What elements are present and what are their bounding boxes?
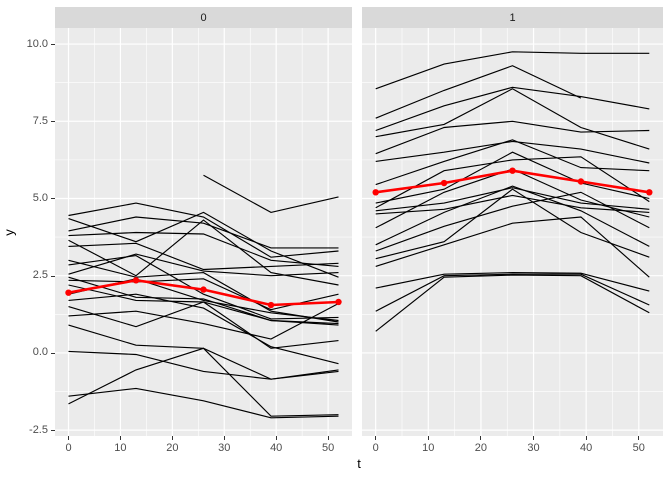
x-tick-mark xyxy=(585,436,587,440)
panel-background xyxy=(362,28,663,436)
trajectory-line xyxy=(68,293,339,365)
panel-background xyxy=(55,28,352,436)
mean-point xyxy=(372,189,379,196)
x-tick-mark xyxy=(327,436,329,440)
facet-panel-1 xyxy=(362,28,663,436)
mean-point xyxy=(132,277,140,284)
y-tick-label: 0.0 xyxy=(32,346,48,359)
trajectory-line xyxy=(375,65,582,119)
trajectory-line xyxy=(68,216,339,249)
mean-point xyxy=(267,301,275,309)
trajectory-line xyxy=(375,151,650,204)
y-tick-mark xyxy=(51,198,55,200)
facet-strip-label: 1 xyxy=(509,11,516,24)
trajectory-line xyxy=(68,202,339,258)
trajectory-line xyxy=(375,51,650,90)
x-axis-title: t xyxy=(357,456,361,471)
x-tick-label: 50 xyxy=(632,442,645,454)
trajectory-line xyxy=(203,174,339,214)
mean-point xyxy=(200,286,207,293)
trajectory-line xyxy=(375,139,650,186)
trajectory-line xyxy=(375,274,650,332)
y-axis-title: y xyxy=(1,229,17,236)
x-tick-label: 40 xyxy=(580,442,593,454)
x-tick-label: 10 xyxy=(422,442,435,454)
x-tick-mark xyxy=(119,436,121,440)
trajectory-line xyxy=(68,219,339,286)
trajectory-line xyxy=(68,231,339,267)
y-tick-label: 5.0 xyxy=(32,191,48,204)
mean-point xyxy=(335,298,342,306)
trajectory-line xyxy=(68,301,339,328)
trajectory-line xyxy=(375,188,650,260)
x-tick-label: 30 xyxy=(218,442,231,454)
x-tick-label: 0 xyxy=(65,442,72,454)
trajectory-line xyxy=(375,185,650,247)
x-tick-label: 10 xyxy=(114,442,127,454)
x-tick-label: 20 xyxy=(474,442,488,454)
y-tick-label: 10.0 xyxy=(26,37,48,50)
x-tick-label: 40 xyxy=(270,442,283,454)
mean-point xyxy=(509,167,516,174)
trajectory-line xyxy=(375,88,650,150)
mean-point xyxy=(65,289,72,296)
x-tick-mark xyxy=(427,436,429,440)
trajectory-line xyxy=(375,156,650,209)
x-tick-mark xyxy=(223,436,225,440)
y-tick-mark xyxy=(51,352,55,354)
trajectory-line xyxy=(375,272,650,292)
y-tick-label: -2.5 xyxy=(29,423,48,436)
y-tick-mark xyxy=(51,44,55,46)
x-tick-label: 30 xyxy=(527,442,540,454)
facet-strip-1: 1 xyxy=(362,7,663,28)
mean-point xyxy=(646,189,653,196)
x-tick-mark xyxy=(68,436,69,440)
facet-panel-0 xyxy=(55,28,352,436)
x-tick-label: 0 xyxy=(372,442,379,454)
trajectory-line xyxy=(375,86,650,132)
mean-point xyxy=(577,178,585,185)
trajectory-line xyxy=(375,194,650,215)
trajectory-line xyxy=(375,120,650,155)
trajectory-line xyxy=(375,216,650,278)
y-tick-mark xyxy=(51,430,55,432)
y-tick-label: 7.5 xyxy=(32,114,48,127)
x-tick-mark xyxy=(275,436,277,440)
trajectory-line xyxy=(68,350,339,380)
trajectory-line xyxy=(68,347,339,417)
y-tick-mark xyxy=(51,275,55,277)
x-tick-mark xyxy=(533,436,535,440)
trajectory-line xyxy=(68,242,339,271)
x-tick-label: 20 xyxy=(166,442,179,454)
x-tick-mark xyxy=(480,436,482,440)
trajectory-line xyxy=(68,302,339,340)
facet-strip-label: 0 xyxy=(200,11,207,24)
trajectory-line xyxy=(375,191,650,252)
x-tick-mark xyxy=(638,436,640,440)
x-tick-mark xyxy=(171,436,173,440)
mean-point xyxy=(440,179,448,187)
trajectory-line xyxy=(68,255,339,320)
trajectory-line xyxy=(68,387,339,419)
x-tick-mark xyxy=(375,436,377,440)
y-tick-label: 2.5 xyxy=(32,269,48,282)
facet-strip-0: 0 xyxy=(55,7,352,28)
x-tick-label: 50 xyxy=(321,442,335,454)
y-tick-mark xyxy=(51,121,55,123)
trajectory-line xyxy=(375,140,650,164)
trajectory-line xyxy=(68,253,339,277)
trajectory-line xyxy=(375,273,650,312)
